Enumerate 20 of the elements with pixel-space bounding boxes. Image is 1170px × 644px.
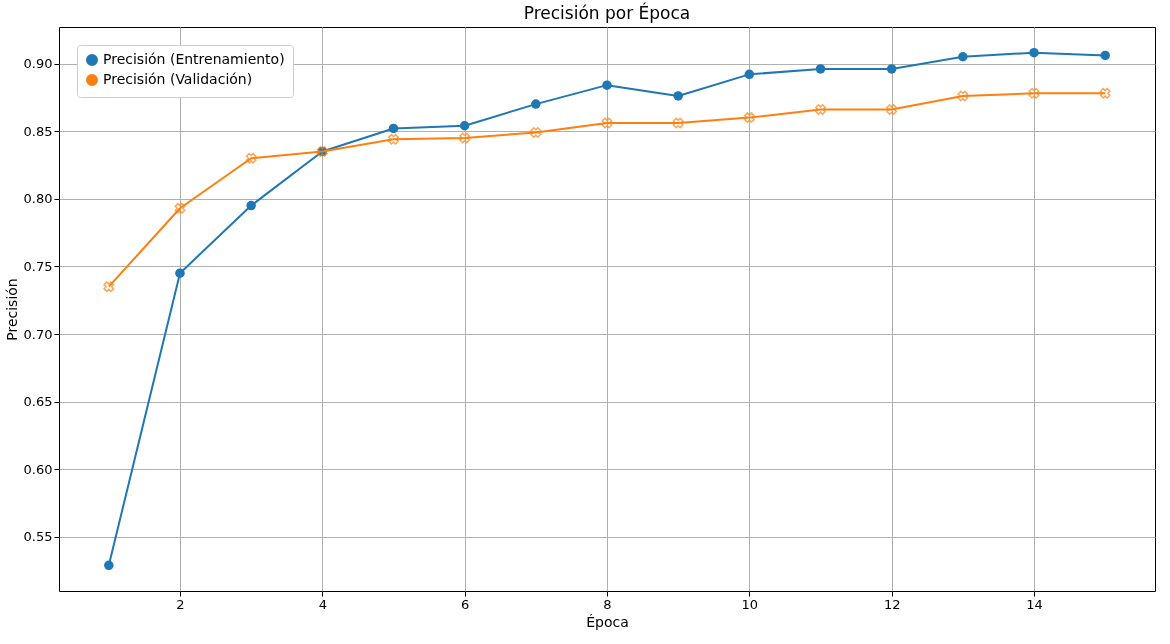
x-tick-label: 2 xyxy=(176,596,185,612)
y-tick-label: 0.80 xyxy=(23,191,53,207)
x-axis-title: Época xyxy=(586,613,629,630)
x-tick-label: 12 xyxy=(883,596,901,612)
y-tick-label: 0.70 xyxy=(23,326,53,342)
y-tick-label: 0.60 xyxy=(23,461,53,477)
x-tick-label: 6 xyxy=(461,596,470,612)
y-tick-label: 0.85 xyxy=(23,123,53,139)
x-tick-label: 14 xyxy=(1026,596,1043,612)
x-tick-label: 4 xyxy=(318,596,327,612)
y-tick-label: 0.90 xyxy=(23,56,53,72)
y-axis-title: Precisión xyxy=(3,278,20,341)
chart-title: Precisión por Época xyxy=(523,2,691,23)
y-tick-label: 0.55 xyxy=(23,529,53,545)
y-tick-label: 0.65 xyxy=(23,394,53,410)
x-tick-label: 10 xyxy=(741,596,759,612)
y-tick-label: 0.75 xyxy=(23,258,53,274)
legend-label: Precisión (Entrenamiento) xyxy=(103,51,285,67)
x-tick-label: 8 xyxy=(603,596,612,612)
legend-label: Precisión (Validación) xyxy=(103,71,253,87)
